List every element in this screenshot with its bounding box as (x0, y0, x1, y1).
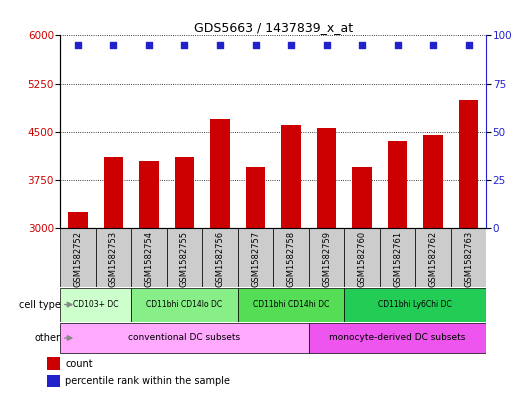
Bar (344, 288, 486, 321)
Text: GSM1582761: GSM1582761 (393, 231, 402, 287)
Bar (68, 212, 88, 228)
Point (180, 42, 189, 48)
Bar (388, 141, 407, 228)
Bar (380, 228, 415, 287)
Text: conventional DC subsets: conventional DC subsets (129, 334, 241, 342)
Bar (415, 228, 451, 287)
Text: GSM1582754: GSM1582754 (144, 231, 153, 287)
Text: GSM1582755: GSM1582755 (180, 231, 189, 287)
Point (252, 42, 260, 48)
Bar (60, 323, 309, 353)
Point (429, 42, 437, 48)
Bar (167, 228, 202, 287)
Point (287, 42, 295, 48)
Text: percentile rank within the sample: percentile rank within the sample (65, 376, 230, 386)
Text: GSM1582760: GSM1582760 (358, 231, 367, 287)
Bar (317, 129, 336, 228)
Point (109, 42, 118, 48)
Bar (459, 99, 479, 228)
Bar (139, 160, 158, 228)
Point (145, 42, 153, 48)
Bar (344, 228, 380, 287)
Text: GSM1582762: GSM1582762 (429, 231, 438, 287)
Bar (210, 119, 230, 228)
Text: other: other (35, 333, 61, 343)
Bar (96, 228, 131, 287)
Bar (60, 288, 131, 321)
Bar (246, 167, 265, 228)
Text: CD11bhi CD14hi DC: CD11bhi CD14hi DC (253, 300, 329, 309)
Point (358, 42, 366, 48)
Bar (281, 125, 301, 228)
Text: count: count (65, 358, 93, 369)
Text: GSM1582752: GSM1582752 (73, 231, 83, 287)
Text: GSM1582753: GSM1582753 (109, 231, 118, 287)
Text: CD11bhi Ly6Chi DC: CD11bhi Ly6Chi DC (379, 300, 452, 309)
Point (322, 42, 331, 48)
Text: GSM1582759: GSM1582759 (322, 231, 331, 287)
Bar (104, 157, 123, 228)
Bar (309, 228, 344, 287)
Point (464, 42, 473, 48)
Text: monocyte-derived DC subsets: monocyte-derived DC subsets (329, 334, 466, 342)
Bar (353, 167, 372, 228)
Point (216, 42, 224, 48)
Text: GSM1582758: GSM1582758 (287, 231, 295, 287)
Bar (175, 157, 194, 228)
Bar (238, 228, 274, 287)
Text: cell type: cell type (19, 299, 61, 310)
Bar (131, 288, 238, 321)
Bar (47, 357, 60, 369)
Text: GSM1582763: GSM1582763 (464, 231, 473, 287)
Bar (451, 228, 486, 287)
Title: GDS5663 / 1437839_x_at: GDS5663 / 1437839_x_at (194, 21, 353, 34)
Bar (60, 228, 96, 287)
Point (74, 42, 82, 48)
Text: CD11bhi CD14lo DC: CD11bhi CD14lo DC (146, 300, 222, 309)
Text: GSM1582756: GSM1582756 (215, 231, 224, 287)
Bar (202, 228, 238, 287)
Bar (131, 228, 167, 287)
Bar (238, 288, 344, 321)
Bar (47, 375, 60, 387)
Bar (423, 135, 443, 228)
Bar (274, 228, 309, 287)
Text: GSM1582757: GSM1582757 (251, 231, 260, 287)
Text: CD103+ DC: CD103+ DC (73, 300, 118, 309)
Bar (309, 323, 486, 353)
Point (393, 42, 402, 48)
